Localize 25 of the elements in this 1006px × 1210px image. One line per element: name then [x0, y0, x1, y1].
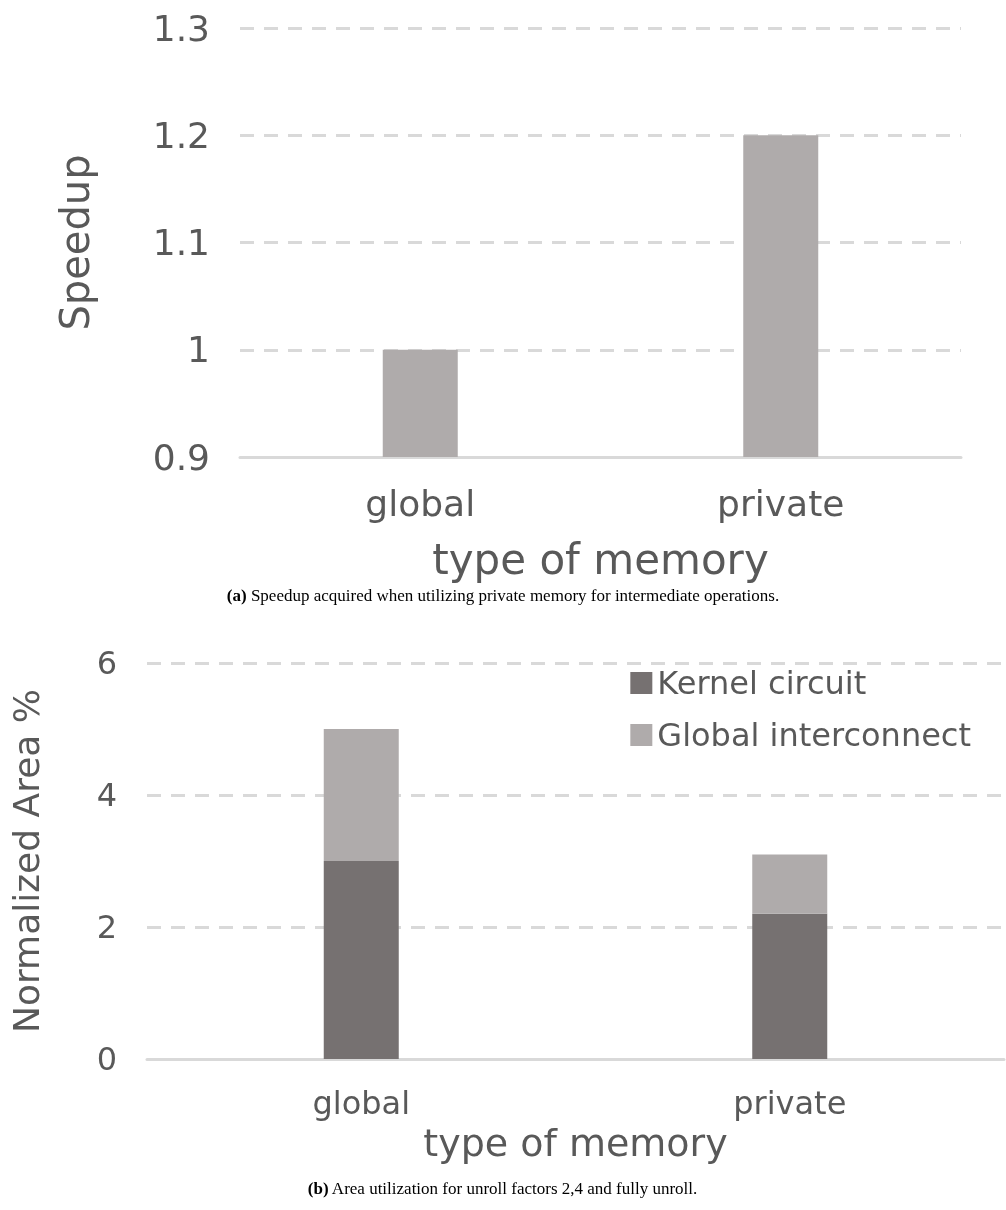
- x-axis-title: type of memory: [432, 534, 769, 584]
- y-axis-title: Normalized Area %: [5, 688, 47, 1034]
- bar: [323, 729, 399, 861]
- x-tick-label: global: [365, 482, 476, 524]
- bar: [323, 861, 399, 1059]
- x-tick-label: private: [717, 482, 845, 524]
- legend-label: Global interconnect: [657, 716, 971, 754]
- y-tick-label: 1.1: [152, 222, 210, 263]
- text: (a) Speedup acquired when utilizing private memory for intermediate operations.: [226, 586, 780, 605]
- y-tick-label: 0: [96, 1040, 117, 1078]
- y-tick-label: 6: [96, 644, 117, 682]
- y-tick-label: 4: [96, 776, 117, 814]
- text: (b) Area utilization for unroll factors 2,4 and fully unroll.: [307, 1179, 698, 1198]
- x-tick-label: private: [733, 1084, 847, 1122]
- y-axis-title: Speedup: [52, 154, 98, 331]
- y-tick-label: 1: [187, 329, 210, 371]
- x-tick-label: global: [312, 1084, 411, 1122]
- bar: [752, 913, 828, 1059]
- y-tick-label: 1.3: [152, 7, 210, 49]
- y-tick-label: 1.2: [152, 114, 210, 156]
- y-tick-label: 0.9: [152, 436, 210, 478]
- legend-label: Kernel circuit: [657, 664, 867, 702]
- bar: [752, 854, 828, 914]
- y-tick-label: 2: [96, 908, 117, 946]
- x-axis-title: type of memory: [423, 1120, 728, 1165]
